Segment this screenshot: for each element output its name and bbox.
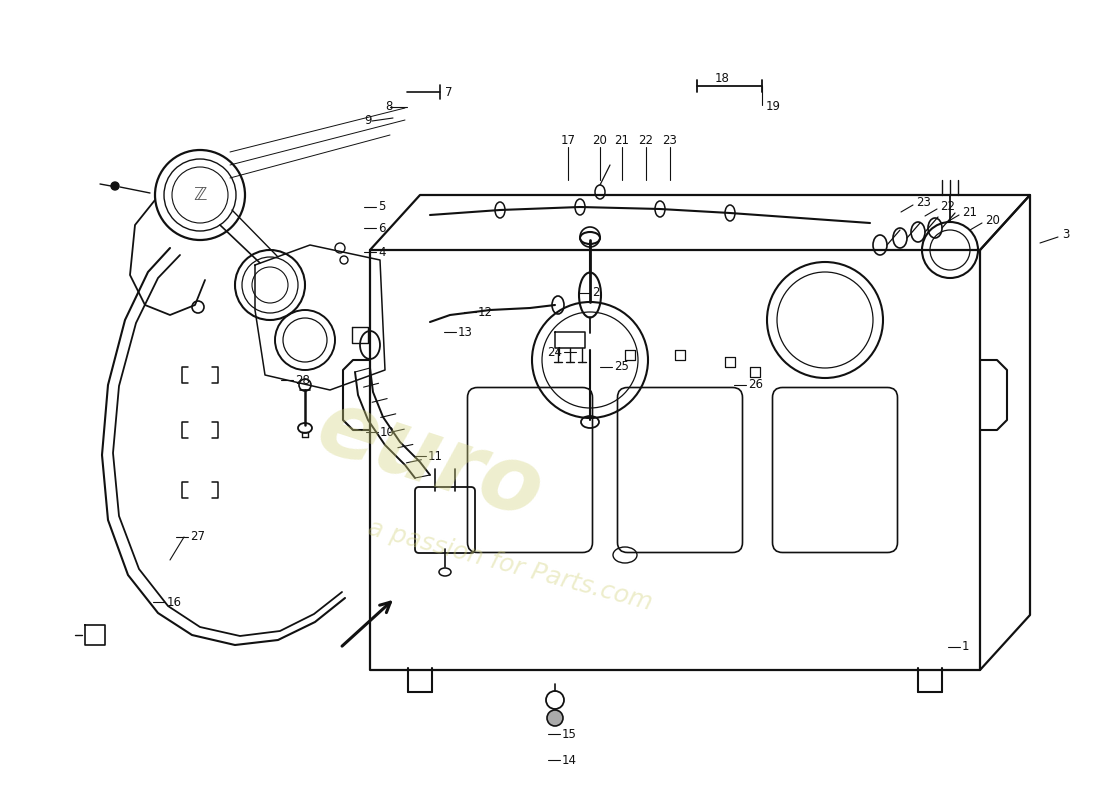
Text: 13: 13 <box>458 326 473 338</box>
Text: 17: 17 <box>561 134 575 146</box>
Text: euro: euro <box>306 382 554 538</box>
Text: 5: 5 <box>378 201 385 214</box>
Text: 21: 21 <box>615 134 629 146</box>
Text: 12: 12 <box>478 306 493 318</box>
Text: 16: 16 <box>167 595 182 609</box>
Text: 23: 23 <box>662 134 678 146</box>
Text: 11: 11 <box>428 450 443 462</box>
Text: 20: 20 <box>593 134 607 146</box>
Text: 10: 10 <box>379 426 395 438</box>
Text: 8: 8 <box>386 101 393 114</box>
Text: 26: 26 <box>748 378 763 391</box>
Text: 15: 15 <box>562 727 576 741</box>
Circle shape <box>111 182 119 190</box>
Text: 20: 20 <box>984 214 1000 226</box>
Text: 2: 2 <box>592 286 600 299</box>
Text: 28: 28 <box>295 374 310 386</box>
Text: 6: 6 <box>378 222 385 234</box>
Circle shape <box>547 710 563 726</box>
Text: 21: 21 <box>962 206 977 218</box>
Text: a passion for Parts.com: a passion for Parts.com <box>365 515 654 614</box>
Text: 14: 14 <box>562 754 578 766</box>
Text: 3: 3 <box>1062 229 1069 242</box>
Text: 4: 4 <box>378 246 385 258</box>
Text: 18: 18 <box>715 71 729 85</box>
Text: ℤ: ℤ <box>194 186 207 204</box>
Text: 22: 22 <box>638 134 653 146</box>
Text: 23: 23 <box>916 195 931 209</box>
Text: 25: 25 <box>614 361 629 374</box>
Text: 22: 22 <box>940 199 955 213</box>
Text: 9: 9 <box>364 114 372 127</box>
Text: 24: 24 <box>547 346 562 358</box>
Text: 7: 7 <box>446 86 452 98</box>
Text: 19: 19 <box>766 99 781 113</box>
Text: 1: 1 <box>962 641 969 654</box>
Text: 27: 27 <box>190 530 205 543</box>
